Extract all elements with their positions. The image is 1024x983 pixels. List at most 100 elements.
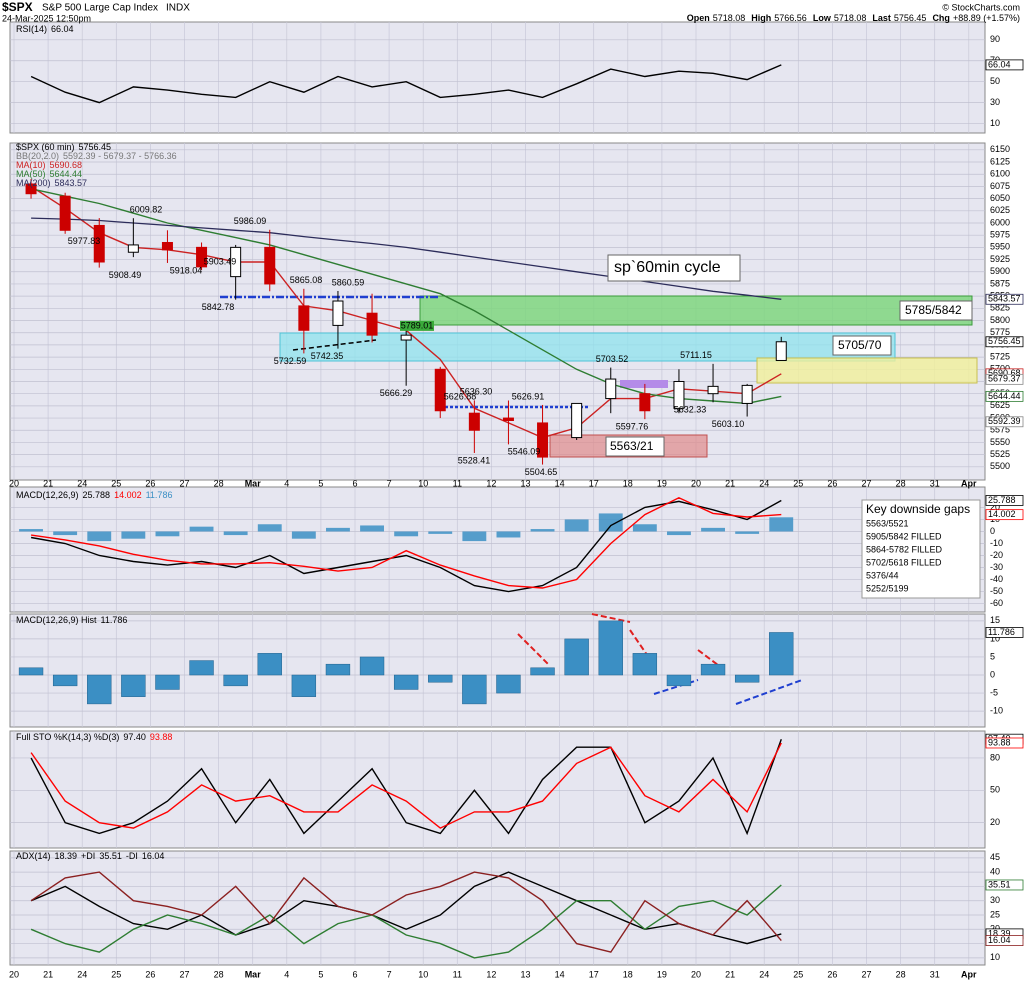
x-tick-label: 19: [657, 969, 667, 979]
x-tick-label: 20: [9, 478, 19, 488]
macd-histogram-bar: [394, 531, 419, 537]
value-tag: [985, 509, 1024, 521]
x-tick-label: 24: [759, 478, 769, 488]
value-tag: [985, 336, 1024, 348]
quote-value: 5718.08: [713, 13, 746, 23]
histogram-bar: [291, 674, 317, 697]
y-tick-label: 5925: [990, 254, 1010, 264]
x-tick-label: 31: [930, 969, 940, 979]
legend-item: 35.51: [99, 851, 122, 861]
x-tick-label: 24: [77, 478, 87, 488]
x-tick-label: 21: [43, 478, 53, 488]
x-tick-label: 12: [486, 969, 496, 979]
y-tick-label: 80: [990, 752, 1000, 762]
candle-body: [161, 241, 173, 251]
x-tick-label: 6: [352, 969, 357, 979]
key-gaps-box: [861, 499, 981, 599]
x-tick-label: 4: [284, 969, 289, 979]
macd-histogram-bar: [735, 531, 760, 534]
x-tick-label: 25: [111, 478, 121, 488]
legend: MACD(12,26,9) Hist 11.786: [16, 615, 127, 625]
y-tick-label: 10: [990, 952, 1000, 962]
x-tick-label: 6: [352, 478, 357, 488]
y-tick-label: 5550: [990, 437, 1010, 447]
value-tag-label: 5843.57: [988, 294, 1021, 304]
quote-value: 5756.45: [894, 13, 927, 23]
value-tag-label: 5592.39: [988, 416, 1021, 426]
x-tick-label: 28: [214, 969, 224, 979]
histogram-bar: [700, 663, 726, 676]
value-tag-label: 14.002: [988, 509, 1016, 519]
key-gap-line: 5905/5842 FILLED: [866, 531, 942, 541]
candle-body: [468, 412, 480, 431]
legend-item: $SPX (60 min): [16, 142, 75, 152]
key-gap-line: 5376/44: [866, 570, 899, 580]
y-tick-label: 5900: [990, 266, 1010, 276]
legend: $SPX (60 min) 5756.45: [16, 142, 111, 152]
candle-body: [639, 393, 651, 412]
quote-label: Last: [872, 13, 891, 23]
macd-histogram-bar: [667, 531, 691, 536]
price-annotation: 5626.91: [512, 391, 545, 401]
y-tick-label: 5: [990, 651, 995, 661]
histogram-bar: [769, 632, 794, 676]
candle-body: [707, 385, 719, 395]
quote-label: Open: [687, 13, 710, 23]
price-annotation: 5603.10: [712, 419, 745, 429]
zone-label: 5563/21: [610, 439, 654, 453]
x-tick-label: 18: [623, 478, 633, 488]
trend-line: [517, 633, 549, 665]
zone-label-box: [605, 436, 665, 457]
histogram-bar: [564, 638, 589, 676]
histogram-bar: [632, 653, 658, 676]
candle-body: [93, 224, 105, 263]
x-tick-label: 28: [896, 478, 906, 488]
x-tick-label: 11: [453, 969, 462, 979]
security-name: S&P 500 Large Cap Index: [42, 3, 158, 14]
x-tick-label: 13: [520, 478, 530, 488]
histogram-bar: [359, 656, 385, 676]
y-tick-label: 25: [990, 909, 1000, 919]
legend-item: 97.40: [123, 732, 146, 742]
x-tick-label: Mar: [245, 478, 262, 488]
quote-label: High: [751, 13, 771, 23]
legend: ADX(14) 18.39 +DI 35.51 -DI 16.04: [16, 851, 164, 861]
legend-item: 5843.57: [55, 178, 88, 188]
y-tick-label: 30: [990, 97, 1000, 107]
price-annotation: 6009.82: [130, 205, 163, 215]
legend-item: 18.39: [55, 851, 78, 861]
trend-line: [292, 339, 377, 351]
price-annotation: 5977.83: [68, 236, 101, 246]
macd-histogram-bar: [223, 531, 248, 536]
y-tick-label: 0: [990, 669, 995, 679]
y-tick-label: 6050: [990, 193, 1010, 203]
x-tick-label: 20: [9, 969, 19, 979]
legend-item: MA(10): [16, 160, 46, 170]
value-tag-label: 18.39: [988, 928, 1011, 938]
panel-background: [9, 613, 986, 728]
y-tick-label: -40: [990, 574, 1003, 584]
legend-item: 5592.39 - 5679.37 - 5766.36: [63, 151, 177, 161]
legend-item: -DI: [126, 851, 138, 861]
macd-histogram-bar: [257, 524, 282, 532]
y-tick-label: 20: [990, 502, 1000, 512]
candle-body: [673, 380, 685, 409]
zone: [279, 332, 896, 362]
candle-body: [537, 422, 549, 458]
line: [30, 188, 782, 405]
candle-body: [366, 312, 378, 336]
candle-body: [434, 368, 446, 412]
line: [30, 64, 782, 104]
zone: [620, 380, 668, 388]
x-tick-label: 17: [589, 478, 599, 488]
line: [31, 217, 782, 300]
macd-histogram-bar: [189, 526, 214, 532]
annotation-box: [400, 320, 434, 331]
x-tick-label: 21: [43, 969, 53, 979]
timestamp: 24-Mar-2025 12:50pm: [2, 13, 91, 23]
y-tick-label: 5500: [990, 461, 1010, 471]
x-tick-label: 27: [861, 969, 871, 979]
x-tick-label: Mar: [245, 969, 262, 979]
symbol: $SPX: [2, 0, 33, 14]
macd-histogram-bar: [632, 524, 657, 532]
